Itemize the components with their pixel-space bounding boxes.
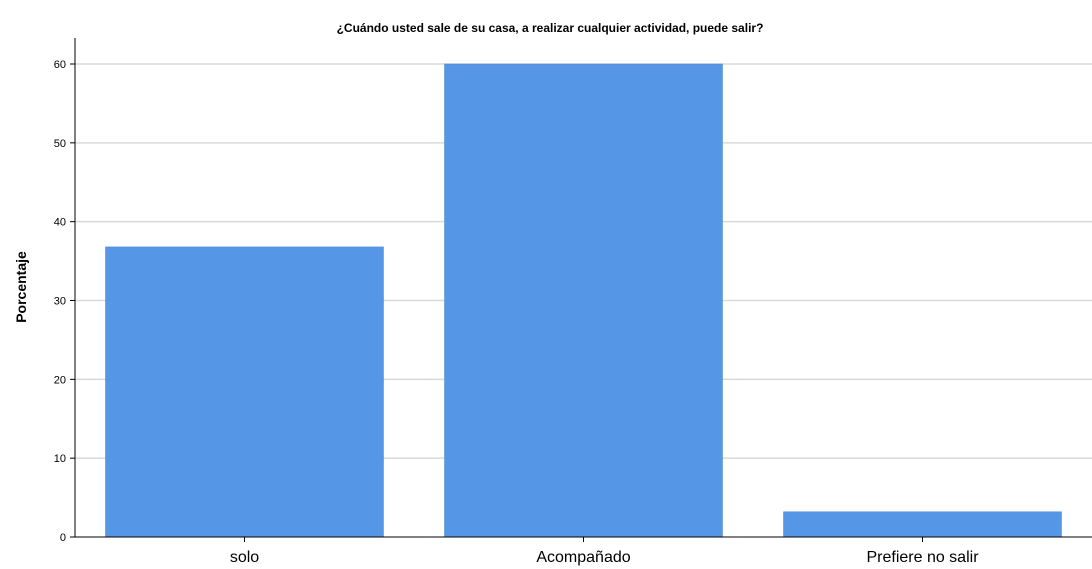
bar-solo	[105, 246, 384, 538]
y-tick-label: 50	[54, 138, 66, 150]
y-tick-label: 60	[54, 59, 66, 71]
y-tick-label: 20	[54, 374, 66, 386]
x-tick-labels: solo Acompañado Prefiere no salir	[230, 537, 979, 566]
x-tick-label: solo	[230, 549, 259, 566]
y-tick-label: 10	[54, 453, 66, 465]
y-tick-label: 30	[54, 296, 66, 308]
x-tick-label: Prefiere no salir	[866, 549, 979, 566]
y-axis-label: Porcentaje	[13, 251, 29, 323]
y-tick-label: 0	[60, 532, 66, 544]
bars	[105, 63, 1062, 538]
bar-prefiere-no-salir	[783, 511, 1062, 538]
bar-acompa-ado	[444, 63, 723, 538]
y-tick-labels: 0 10 20 30 40 50 60	[54, 59, 75, 544]
x-tick-label: Acompañado	[536, 549, 630, 566]
y-tick-label: 40	[54, 217, 66, 229]
chart-title: ¿Cuándo usted sale de su casa, a realiza…	[337, 21, 764, 35]
